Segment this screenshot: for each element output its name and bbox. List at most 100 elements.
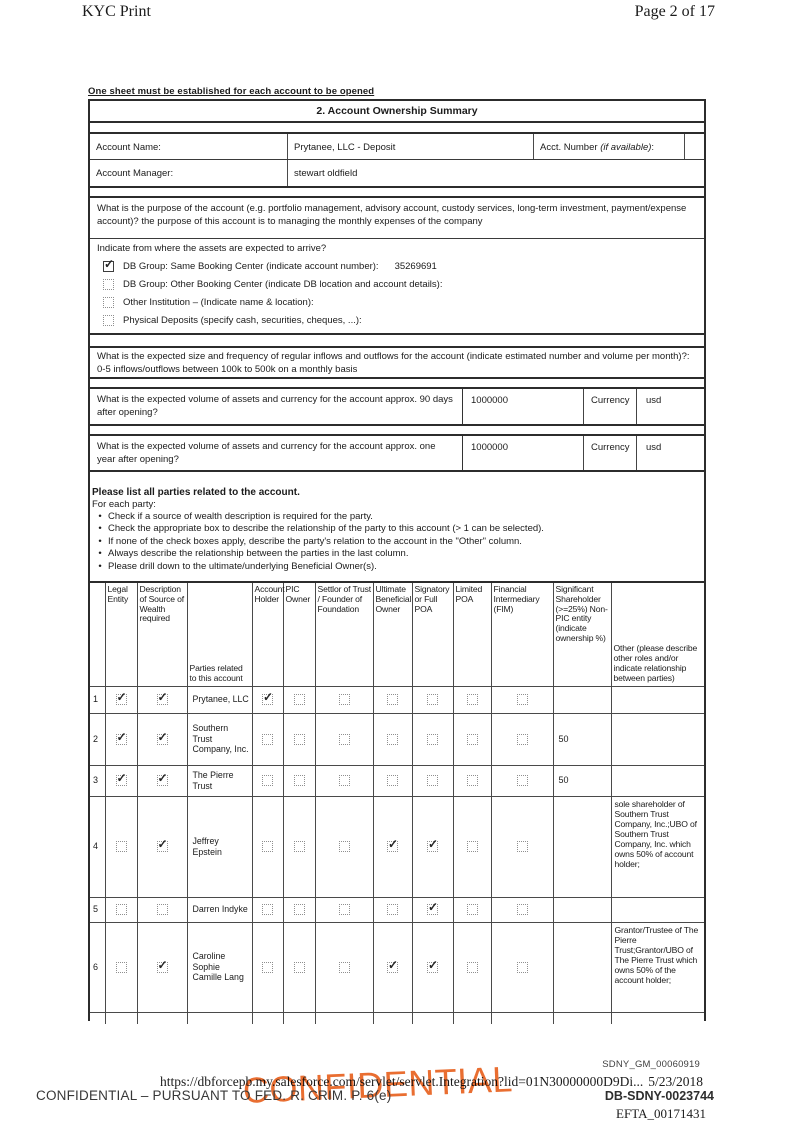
volume-90days-row: What is the expected volume of assets an…: [90, 387, 704, 426]
parties-subheading: For each party:: [92, 499, 156, 510]
role-checkbox-unchecked: [466, 694, 478, 706]
account-name-value: Prytanee, LLC - Deposit: [287, 134, 533, 159]
column-header: Account Holder: [251, 582, 285, 687]
role-cell: [372, 685, 413, 714]
flows-question: What is the expected size and frequency …: [90, 346, 704, 379]
party-name: Southern Trust Company, Inc.: [186, 712, 253, 766]
check-mark-icon: ✓: [104, 257, 115, 271]
role-checkbox-unchecked: [466, 904, 478, 916]
empty-cell: [282, 1011, 316, 1024]
check-mark-icon: ✓: [157, 729, 168, 744]
parties-table: Legal Entity Description of Source of Wea…: [90, 581, 704, 1024]
role-cell: [251, 712, 284, 766]
footer-url: https://dbforcepb.my.salesforce.com/serv…: [160, 1074, 644, 1089]
role-cell: [251, 764, 284, 797]
bates-number-top: SDNY_GM_00060919: [602, 1059, 700, 1070]
bullet-text: Check if a source of wealth description …: [108, 511, 373, 522]
legal-entity-cell: ✓: [104, 685, 138, 714]
option-value: 35269691: [394, 261, 437, 272]
role-checkbox-unchecked: [293, 775, 305, 787]
legal-entity-checkbox-checked: ✓: [115, 772, 127, 787]
option-label: Other Institution – (Indicate name & loc…: [123, 297, 314, 308]
check-mark-icon: ✓: [157, 771, 168, 786]
empty-cell: [411, 1011, 454, 1024]
role-cell: [372, 712, 413, 766]
option-label: Physical Deposits (specify cash, securit…: [123, 315, 362, 326]
acct-number-label-suffix: :: [651, 142, 655, 153]
role-cell: ✓: [411, 921, 454, 1013]
role-cell: [452, 712, 492, 766]
account-manager-value: stewart oldfield: [287, 160, 704, 186]
sow-checkbox-checked: ✓: [156, 691, 168, 706]
check-mark-icon: ✓: [388, 957, 399, 972]
role-cell: [372, 896, 413, 923]
bates-number-db: DB-SDNY-0023744: [604, 1089, 714, 1103]
assets-origin-option: Physical Deposits (specify cash, securit…: [103, 315, 697, 326]
party-name: Prytanee, LLC: [186, 685, 253, 714]
party-row: 4 ✓ Jeffrey Epstein ✓ ✓ sole shareholder of S…: [90, 795, 704, 898]
role-checkbox-unchecked: [338, 904, 350, 916]
legal-entity-checkbox-checked: ✓: [115, 690, 127, 706]
row-number: 5: [90, 896, 106, 923]
party-row: 5 Darren Indyke ✓: [90, 896, 704, 923]
party-row: 2 ✓ ✓ Southern Trust Company, Inc. 50: [90, 712, 704, 766]
volume-90days-amount: 1000000: [462, 389, 583, 424]
row-number: 1: [90, 685, 106, 714]
legal-entity-checkbox-unchecked: [115, 961, 127, 973]
assets-origin-option: DB Group: Other Booking Center (indicate…: [103, 279, 697, 290]
role-cell: [282, 896, 316, 923]
instruction-bullet: • If none of the check boxes apply, descr…: [92, 536, 701, 548]
assets-origin-box: Indicate from where the assets are expec…: [90, 239, 704, 335]
role-cell: [251, 921, 284, 1013]
legal-entity-cell: [104, 795, 138, 898]
empty-cell: [610, 1011, 704, 1024]
form-page: 2. Account Ownership Summary Account Nam…: [88, 99, 706, 1024]
sow-checkbox-checked: ✓: [156, 771, 168, 787]
acct-number-label: Acct. Number (if available):: [533, 134, 684, 159]
empty-cell: [251, 1011, 284, 1024]
column-header: Parties related to this account: [186, 582, 253, 687]
role-checkbox-unchecked: [427, 694, 438, 706]
role-checkbox-unchecked: [262, 775, 273, 787]
row-number: 4: [90, 795, 106, 898]
option-label: DB Group: Other Booking Center (indicate…: [123, 279, 443, 290]
role-cell: ✓: [251, 685, 284, 714]
role-checkbox-unchecked: [338, 694, 350, 706]
role-checkbox-unchecked: [262, 841, 273, 853]
role-cell: [282, 921, 316, 1013]
origin-checkbox-unchecked: [103, 279, 114, 290]
bullet-icon: •: [98, 535, 102, 547]
role-cell: [452, 921, 492, 1013]
role-checkbox-checked: ✓: [387, 838, 398, 853]
acct-number-label-text: Acct. Number: [540, 142, 601, 153]
check-mark-icon: ✓: [157, 957, 168, 972]
role-cell: [282, 712, 316, 766]
instruction-bullet: • Always describe the relationship betwee…: [92, 548, 701, 560]
legal-entity-cell: ✓: [104, 712, 138, 766]
role-cell: [372, 764, 413, 797]
role-checkbox-unchecked: [338, 733, 350, 745]
column-header: PIC Owner: [282, 582, 316, 687]
legal-entity-checkbox-unchecked: [115, 904, 127, 916]
instruction-bullet: • Please drill down to the ultimate/under…: [92, 561, 701, 573]
sow-required-cell: ✓: [136, 712, 188, 766]
role-checkbox-unchecked: [262, 961, 273, 973]
role-checkbox-unchecked: [387, 694, 398, 706]
purpose-question: What is the purpose of the account (e.g.…: [90, 196, 704, 239]
party-name: Darren Indyke: [186, 896, 253, 923]
other-roles-description: [610, 764, 704, 797]
sow-required-cell: ✓: [136, 685, 188, 714]
role-checkbox-unchecked: [466, 961, 478, 973]
sow-checkbox-checked: ✓: [156, 957, 168, 973]
origin-checkbox-checked: ✓: [103, 257, 115, 272]
role-cell: [282, 764, 316, 797]
role-checkbox-checked: ✓: [262, 691, 273, 706]
row-number: 3: [90, 764, 106, 797]
role-checkbox-unchecked: [338, 775, 350, 787]
role-cell: [452, 685, 492, 714]
instruction-bullet: • Check if a source of wealth description…: [92, 511, 701, 523]
intro-note: One sheet must be established for each a…: [88, 86, 375, 97]
check-mark-icon: ✓: [428, 957, 439, 972]
check-mark-icon: ✓: [116, 690, 127, 705]
sow-required-cell: ✓: [136, 795, 188, 898]
